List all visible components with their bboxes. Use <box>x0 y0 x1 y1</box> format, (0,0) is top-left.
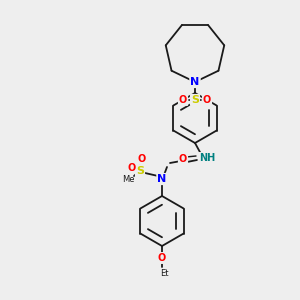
Text: O: O <box>128 163 136 173</box>
Text: O: O <box>158 253 166 263</box>
Text: N: N <box>190 77 200 87</box>
Text: Et: Et <box>160 269 168 278</box>
Text: S: S <box>191 95 199 105</box>
Text: O: O <box>179 154 187 164</box>
Text: O: O <box>138 154 146 164</box>
Text: S: S <box>136 166 144 176</box>
Text: Me: Me <box>122 175 134 184</box>
Text: N: N <box>158 174 166 184</box>
Text: NH: NH <box>199 153 215 163</box>
Text: O: O <box>203 95 211 105</box>
Text: O: O <box>179 95 187 105</box>
